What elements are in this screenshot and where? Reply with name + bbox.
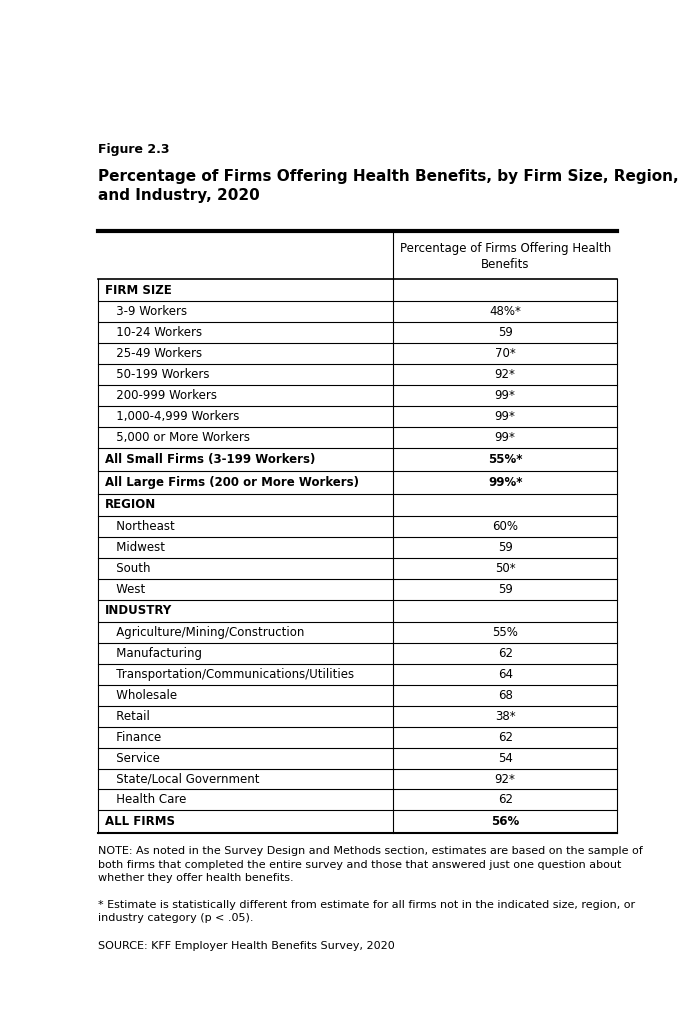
Text: Northeast: Northeast [105, 520, 174, 533]
Text: 59: 59 [498, 541, 512, 554]
Text: All Small Firms (3-199 Workers): All Small Firms (3-199 Workers) [105, 453, 315, 466]
Text: 50*: 50* [495, 562, 515, 575]
Text: 99*: 99* [495, 431, 516, 444]
Text: 38*: 38* [495, 710, 515, 723]
Text: NOTE: As noted in the Survey Design and Methods section, estimates are based on : NOTE: As noted in the Survey Design and … [98, 846, 643, 883]
Text: 55%: 55% [492, 625, 518, 639]
Text: Percentage of Firms Offering Health Benefits, by Firm Size, Region,
and Industry: Percentage of Firms Offering Health Bene… [98, 169, 678, 203]
Text: Midwest: Midwest [105, 541, 165, 554]
Text: 64: 64 [498, 668, 512, 681]
Text: 99*: 99* [495, 410, 516, 423]
Text: 62: 62 [498, 647, 512, 659]
Text: All Large Firms (200 or More Workers): All Large Firms (200 or More Workers) [105, 476, 359, 489]
Text: 99*: 99* [495, 389, 516, 402]
Text: 5,000 or More Workers: 5,000 or More Workers [105, 431, 250, 444]
Text: FIRM SIZE: FIRM SIZE [105, 283, 171, 297]
Text: 62: 62 [498, 730, 512, 744]
Text: 10-24 Workers: 10-24 Workers [105, 327, 202, 339]
Text: 62: 62 [498, 794, 512, 806]
Text: Wholesale: Wholesale [105, 689, 177, 701]
Text: 92*: 92* [495, 368, 516, 381]
Text: Finance: Finance [105, 730, 161, 744]
Text: INDUSTRY: INDUSTRY [105, 604, 172, 617]
Text: Percentage of Firms Offering Health
Benefits: Percentage of Firms Offering Health Bene… [399, 241, 611, 270]
Text: Service: Service [105, 752, 159, 764]
Text: SOURCE: KFF Employer Health Benefits Survey, 2020: SOURCE: KFF Employer Health Benefits Sur… [98, 941, 395, 951]
Text: ALL FIRMS: ALL FIRMS [105, 815, 174, 829]
Text: 92*: 92* [495, 772, 516, 786]
Text: 99%*: 99%* [488, 476, 522, 489]
Text: 59: 59 [498, 327, 512, 339]
Text: 60%: 60% [492, 520, 518, 533]
Text: 59: 59 [498, 582, 512, 596]
Text: 56%: 56% [491, 815, 519, 829]
Text: 68: 68 [498, 689, 512, 701]
Text: 3-9 Workers: 3-9 Workers [105, 305, 186, 318]
Text: 1,000-4,999 Workers: 1,000-4,999 Workers [105, 410, 239, 423]
Text: 25-49 Workers: 25-49 Workers [105, 347, 202, 360]
Text: 48%*: 48%* [489, 305, 521, 318]
Text: 55%*: 55%* [488, 453, 522, 466]
Text: West: West [105, 582, 144, 596]
Text: Retail: Retail [105, 710, 149, 723]
Text: Transportation/Communications/Utilities: Transportation/Communications/Utilities [105, 668, 354, 681]
Text: 54: 54 [498, 752, 512, 764]
Text: Health Care: Health Care [105, 794, 186, 806]
Text: State/Local Government: State/Local Government [105, 772, 259, 786]
Text: Agriculture/Mining/Construction: Agriculture/Mining/Construction [105, 625, 304, 639]
Text: Manufacturing: Manufacturing [105, 647, 202, 659]
Text: South: South [105, 562, 150, 575]
Text: 200-999 Workers: 200-999 Workers [105, 389, 216, 402]
Text: * Estimate is statistically different from estimate for all firms not in the ind: * Estimate is statistically different fr… [98, 900, 635, 923]
Text: 50-199 Workers: 50-199 Workers [105, 368, 209, 381]
Text: Figure 2.3: Figure 2.3 [98, 143, 170, 156]
Text: REGION: REGION [105, 498, 156, 511]
Text: 70*: 70* [495, 347, 516, 360]
